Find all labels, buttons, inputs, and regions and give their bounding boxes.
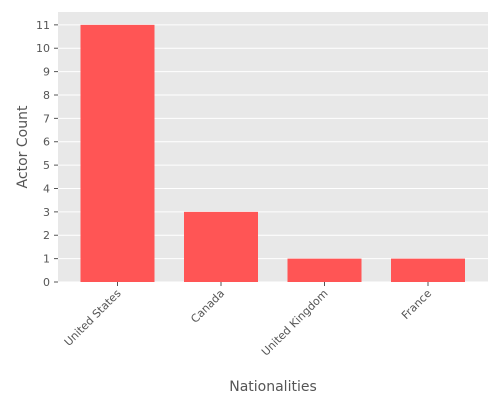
y-tick-label: 0 xyxy=(43,276,50,289)
y-tick-label: 6 xyxy=(43,136,50,149)
x-axis-ticks: United States Canada United Kingdom France xyxy=(62,282,434,359)
bar-canada xyxy=(184,211,258,282)
bar-france xyxy=(391,258,465,282)
y-tick-label: 3 xyxy=(43,206,50,219)
y-tick-label: 5 xyxy=(43,159,50,172)
x-tick-label: United Kingdom xyxy=(259,287,331,359)
bar-united-states xyxy=(80,24,155,282)
y-tick-label: 10 xyxy=(36,42,50,55)
y-tick-label: 2 xyxy=(43,229,50,242)
y-tick-label: 11 xyxy=(36,19,50,32)
x-tick-label: France xyxy=(399,287,434,322)
y-axis-title: Actor Count xyxy=(15,105,31,188)
bar-united-kingdom xyxy=(287,258,362,282)
bars xyxy=(80,24,465,282)
y-axis-ticks: 0 1 2 3 4 5 6 7 8 9 10 11 xyxy=(36,19,58,289)
x-axis-title: Nationalities xyxy=(229,379,317,395)
y-tick-label: 9 xyxy=(43,66,50,79)
y-tick-label: 4 xyxy=(43,182,50,195)
y-tick-label: 7 xyxy=(43,112,50,125)
x-tick-label: Canada xyxy=(188,287,227,326)
y-tick-label: 8 xyxy=(43,89,50,102)
y-tick-label: 1 xyxy=(43,253,50,266)
x-tick-label: United States xyxy=(62,287,124,349)
